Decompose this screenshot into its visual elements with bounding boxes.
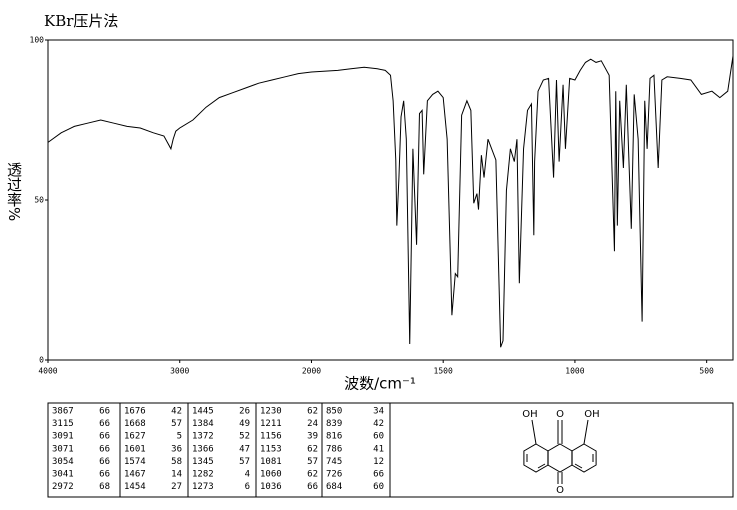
peak-wavenumber: 1372 xyxy=(192,432,214,442)
peak-transmittance: 27 xyxy=(171,482,182,492)
peak-transmittance: 47 xyxy=(239,444,250,454)
spectrum-line xyxy=(47,55,734,348)
peak-wavenumber: 1060 xyxy=(260,470,282,480)
peak-transmittance: 42 xyxy=(171,407,182,417)
peak-wavenumber: 1153 xyxy=(260,444,282,454)
x-tick-label: 1000 xyxy=(565,367,584,376)
peak-transmittance: 62 xyxy=(307,444,318,454)
peak-wavenumber: 1384 xyxy=(192,419,214,429)
peak-wavenumber: 816 xyxy=(326,432,342,442)
peak-transmittance: 66 xyxy=(99,470,110,480)
peak-transmittance: 4 xyxy=(245,470,250,480)
y-tick-label: 100 xyxy=(30,36,45,45)
peak-transmittance: 39 xyxy=(307,432,318,442)
peak-transmittance: 14 xyxy=(171,470,182,480)
peak-transmittance: 66 xyxy=(307,482,318,492)
y-tick-label: 50 xyxy=(34,196,44,205)
peak-wavenumber: 1211 xyxy=(260,419,282,429)
peak-wavenumber: 3867 xyxy=(52,407,74,417)
peak-wavenumber: 3091 xyxy=(52,432,74,442)
peak-wavenumber: 1273 xyxy=(192,482,214,492)
atom-label: O xyxy=(556,485,564,496)
x-tick-label: 3000 xyxy=(170,367,189,376)
peak-wavenumber: 1366 xyxy=(192,444,214,454)
peak-wavenumber: 3071 xyxy=(52,444,74,454)
peak-wavenumber: 2972 xyxy=(52,482,74,492)
peak-transmittance: 57 xyxy=(171,419,182,429)
peak-wavenumber: 1282 xyxy=(192,470,214,480)
peak-transmittance: 66 xyxy=(99,457,110,467)
peak-transmittance: 34 xyxy=(373,407,384,417)
x-axis-label: 波数/cm⁻¹ xyxy=(344,375,416,393)
peak-transmittance: 62 xyxy=(307,407,318,417)
peak-transmittance: 42 xyxy=(373,419,384,429)
peak-wavenumber: 1601 xyxy=(124,444,146,454)
peak-transmittance: 60 xyxy=(373,432,384,442)
peak-transmittance: 57 xyxy=(307,457,318,467)
x-tick-label: 500 xyxy=(699,367,714,376)
peak-transmittance: 66 xyxy=(99,432,110,442)
peak-transmittance: 66 xyxy=(99,419,110,429)
peak-transmittance: 52 xyxy=(239,432,250,442)
peak-wavenumber: 1230 xyxy=(260,407,282,417)
peak-transmittance: 66 xyxy=(99,407,110,417)
peak-transmittance: 60 xyxy=(373,482,384,492)
peak-wavenumber: 1454 xyxy=(124,482,146,492)
chart-title: KBr压片法 xyxy=(44,12,118,30)
x-tick-label: 1500 xyxy=(434,367,453,376)
peak-wavenumber: 1081 xyxy=(260,457,282,467)
x-tick-label: 4000 xyxy=(38,367,57,376)
peak-wavenumber: 1574 xyxy=(124,457,146,467)
peak-wavenumber: 1345 xyxy=(192,457,214,467)
peak-wavenumber: 1036 xyxy=(260,482,282,492)
peak-wavenumber: 745 xyxy=(326,457,342,467)
atom-label: OH xyxy=(584,409,599,420)
atom-label: O xyxy=(556,409,564,420)
peak-transmittance: 24 xyxy=(307,419,318,429)
peak-wavenumber: 786 xyxy=(326,444,342,454)
peak-wavenumber: 1676 xyxy=(124,407,146,417)
peak-transmittance: 41 xyxy=(373,444,384,454)
peak-wavenumber: 684 xyxy=(326,482,342,492)
peak-transmittance: 66 xyxy=(373,470,384,480)
peak-wavenumber: 726 xyxy=(326,470,342,480)
peak-wavenumber: 1668 xyxy=(124,419,146,429)
peak-transmittance: 6 xyxy=(245,482,250,492)
peak-transmittance: 26 xyxy=(239,407,250,417)
peak-wavenumber: 1627 xyxy=(124,432,146,442)
peak-transmittance: 5 xyxy=(177,432,182,442)
peak-transmittance: 68 xyxy=(99,482,110,492)
peak-wavenumber: 3041 xyxy=(52,470,74,480)
atom-label: OH xyxy=(522,409,537,420)
peak-wavenumber: 839 xyxy=(326,419,342,429)
y-axis-label: 透过率% xyxy=(5,162,23,221)
y-tick-label: 0 xyxy=(39,356,44,365)
peak-transmittance: 58 xyxy=(171,457,182,467)
peak-transmittance: 49 xyxy=(239,419,250,429)
peak-wavenumber: 1156 xyxy=(260,432,282,442)
peak-transmittance: 36 xyxy=(171,444,182,454)
peak-wavenumber: 1445 xyxy=(192,407,214,417)
peak-transmittance: 12 xyxy=(373,457,384,467)
peak-wavenumber: 850 xyxy=(326,407,342,417)
structure-bonds xyxy=(523,419,597,484)
table-dividers xyxy=(119,403,391,497)
peak-wavenumber: 3115 xyxy=(52,419,74,429)
peak-transmittance: 62 xyxy=(307,470,318,480)
peak-wavenumber: 1467 xyxy=(124,470,146,480)
peak-transmittance: 57 xyxy=(239,457,250,467)
x-tick-label: 2000 xyxy=(302,367,321,376)
peak-wavenumber: 3054 xyxy=(52,457,74,467)
peak-transmittance: 66 xyxy=(99,444,110,454)
